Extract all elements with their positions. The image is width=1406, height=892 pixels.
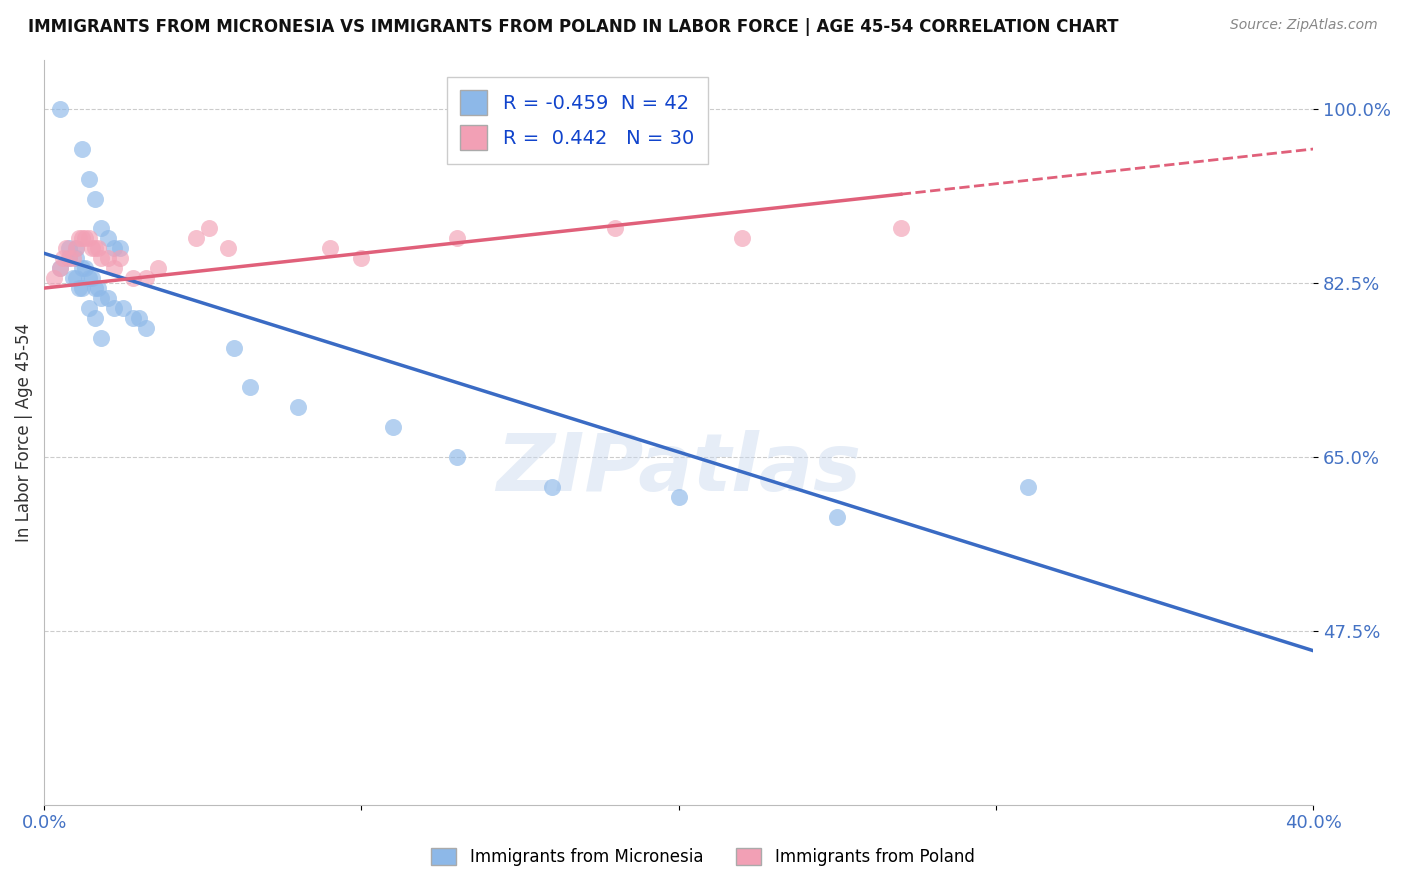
Point bbox=[186, 231, 208, 245]
Point bbox=[75, 261, 97, 276]
Point bbox=[97, 291, 120, 305]
Point bbox=[87, 281, 110, 295]
Point bbox=[217, 241, 239, 255]
Point bbox=[65, 271, 87, 285]
Point bbox=[287, 401, 309, 415]
Point bbox=[70, 231, 93, 245]
Y-axis label: In Labor Force | Age 45-54: In Labor Force | Age 45-54 bbox=[15, 323, 32, 541]
Point bbox=[49, 261, 72, 276]
Point bbox=[75, 231, 97, 245]
Point bbox=[77, 231, 100, 245]
Point bbox=[446, 450, 468, 464]
Point bbox=[83, 241, 105, 255]
Point bbox=[97, 231, 120, 245]
Point bbox=[65, 241, 87, 255]
Point bbox=[83, 192, 105, 206]
Point bbox=[58, 241, 80, 255]
Point bbox=[198, 221, 221, 235]
Point bbox=[90, 221, 112, 235]
Point bbox=[605, 221, 627, 235]
Point bbox=[135, 271, 157, 285]
Point bbox=[77, 301, 100, 315]
Point bbox=[128, 310, 150, 325]
Point bbox=[318, 241, 340, 255]
Point bbox=[42, 271, 65, 285]
Point bbox=[890, 221, 912, 235]
Point bbox=[103, 261, 125, 276]
Point bbox=[52, 252, 75, 266]
Point bbox=[80, 271, 103, 285]
Point bbox=[827, 509, 849, 524]
Legend: Immigrants from Micronesia, Immigrants from Poland: Immigrants from Micronesia, Immigrants f… bbox=[423, 840, 983, 875]
Point bbox=[90, 331, 112, 345]
Point bbox=[122, 271, 145, 285]
Point bbox=[77, 271, 100, 285]
Point bbox=[122, 310, 145, 325]
Point bbox=[83, 310, 105, 325]
Point bbox=[103, 241, 125, 255]
Point bbox=[70, 261, 93, 276]
Point bbox=[668, 490, 690, 504]
Point bbox=[112, 301, 135, 315]
Point bbox=[77, 171, 100, 186]
Point bbox=[49, 261, 72, 276]
Point bbox=[382, 420, 405, 434]
Point bbox=[110, 252, 132, 266]
Point bbox=[87, 241, 110, 255]
Point bbox=[65, 241, 87, 255]
Point bbox=[70, 281, 93, 295]
Point bbox=[80, 241, 103, 255]
Point bbox=[67, 281, 90, 295]
Text: IMMIGRANTS FROM MICRONESIA VS IMMIGRANTS FROM POLAND IN LABOR FORCE | AGE 45-54 : IMMIGRANTS FROM MICRONESIA VS IMMIGRANTS… bbox=[28, 18, 1119, 36]
Point bbox=[148, 261, 170, 276]
Point bbox=[67, 231, 90, 245]
Point bbox=[58, 252, 80, 266]
Point bbox=[90, 291, 112, 305]
Point bbox=[55, 241, 77, 255]
Point bbox=[62, 271, 84, 285]
Point bbox=[731, 231, 754, 245]
Point bbox=[49, 103, 72, 117]
Point bbox=[446, 231, 468, 245]
Point bbox=[540, 480, 562, 494]
Point bbox=[239, 380, 262, 394]
Point bbox=[350, 252, 373, 266]
Text: ZIPatlas: ZIPatlas bbox=[496, 431, 862, 508]
Point bbox=[83, 281, 105, 295]
Point bbox=[62, 252, 84, 266]
Legend: R = -0.459  N = 42, R =  0.442   N = 30: R = -0.459 N = 42, R = 0.442 N = 30 bbox=[447, 77, 707, 164]
Point bbox=[103, 301, 125, 315]
Point bbox=[90, 252, 112, 266]
Point bbox=[70, 142, 93, 156]
Point bbox=[135, 321, 157, 335]
Point bbox=[58, 252, 80, 266]
Point bbox=[65, 252, 87, 266]
Point bbox=[97, 252, 120, 266]
Text: Source: ZipAtlas.com: Source: ZipAtlas.com bbox=[1230, 18, 1378, 32]
Point bbox=[224, 341, 246, 355]
Point bbox=[110, 241, 132, 255]
Point bbox=[1017, 480, 1039, 494]
